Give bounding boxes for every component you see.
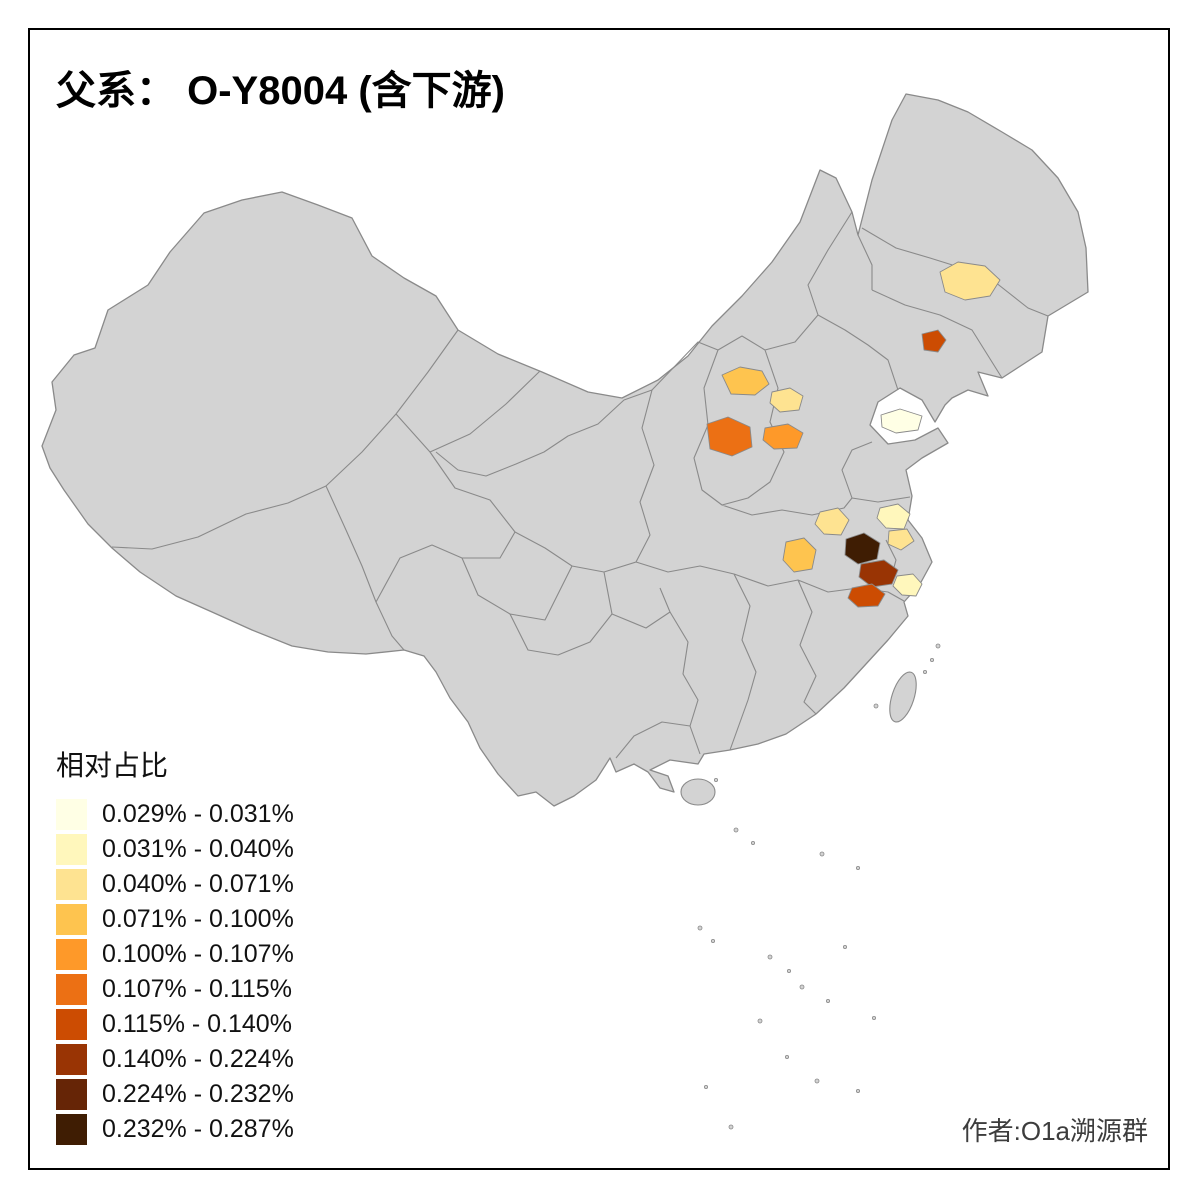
china-mainland [41, 93, 1089, 807]
legend-bin-row: 0.040% - 0.071% [56, 868, 294, 901]
highlighted-regions [706, 261, 1001, 608]
highlighted-region [880, 408, 923, 434]
legend-bin-label: 0.071% - 0.100% [102, 905, 294, 933]
legend: 相对占比 0.029% - 0.031% 0.031% - 0.040% 0.0… [56, 744, 294, 1148]
legend-swatch [56, 869, 87, 900]
legend-bin-label: 0.107% - 0.115% [102, 975, 292, 1003]
legend-swatch [56, 974, 87, 1005]
legend-bin-label: 0.100% - 0.107% [102, 940, 294, 968]
highlighted-region [769, 387, 804, 413]
legend-bin-label: 0.140% - 0.224% [102, 1045, 294, 1073]
highlighted-region [921, 329, 947, 353]
legend-bin-row: 0.031% - 0.040% [56, 833, 294, 866]
legend-bin-row: 0.224% - 0.232% [56, 1078, 294, 1111]
legend-swatch [56, 1009, 87, 1040]
legend-bin-row: 0.071% - 0.100% [56, 903, 294, 936]
south-china-sea-islands [697, 643, 941, 1130]
legend-bin-row: 0.115% - 0.140% [56, 1008, 294, 1041]
legend-bin-label: 0.224% - 0.232% [102, 1080, 294, 1108]
highlighted-region [814, 507, 850, 536]
legend-bin-label: 0.115% - 0.140% [102, 1010, 292, 1038]
hainan-island [680, 778, 716, 806]
legend-swatch [56, 834, 87, 865]
author-credit: 作者:O1a溯源群 [961, 1116, 1148, 1146]
legend-bin-row: 0.100% - 0.107% [56, 938, 294, 971]
legend-bin-label: 0.031% - 0.040% [102, 835, 294, 863]
highlighted-region [762, 423, 804, 450]
islands [680, 671, 917, 806]
legend-bin-label: 0.040% - 0.071% [102, 870, 294, 898]
legend-swatch [56, 1044, 87, 1075]
legend-bin-row: 0.029% - 0.031% [56, 798, 294, 831]
legend-bin-row: 0.232% - 0.287% [56, 1113, 294, 1146]
highlighted-region [939, 261, 1001, 301]
highlighted-region [892, 573, 923, 597]
legend-title: 相对占比 [56, 750, 169, 781]
highlighted-region [887, 528, 915, 551]
legend-bin-row: 0.140% - 0.224% [56, 1043, 294, 1076]
taiwan-island [889, 671, 917, 723]
legend-swatch [56, 1079, 87, 1110]
province-boundaries [111, 211, 1049, 759]
legend-swatch [56, 904, 87, 935]
legend-bin-label: 0.232% - 0.287% [102, 1115, 294, 1143]
highlighted-region [721, 366, 770, 396]
highlighted-region [706, 416, 753, 457]
highlighted-region [847, 583, 886, 608]
legend-swatch [56, 939, 87, 970]
legend-bin-row: 0.107% - 0.115% [56, 973, 294, 1006]
legend-swatch [56, 1114, 87, 1145]
page-title: 父系： O-Y8004 (含下游) [56, 69, 505, 113]
legend-swatch [56, 799, 87, 830]
legend-bin-label: 0.029% - 0.031% [102, 800, 294, 828]
highlighted-region [858, 559, 899, 588]
highlighted-region [782, 537, 817, 573]
highlighted-region [844, 532, 881, 565]
